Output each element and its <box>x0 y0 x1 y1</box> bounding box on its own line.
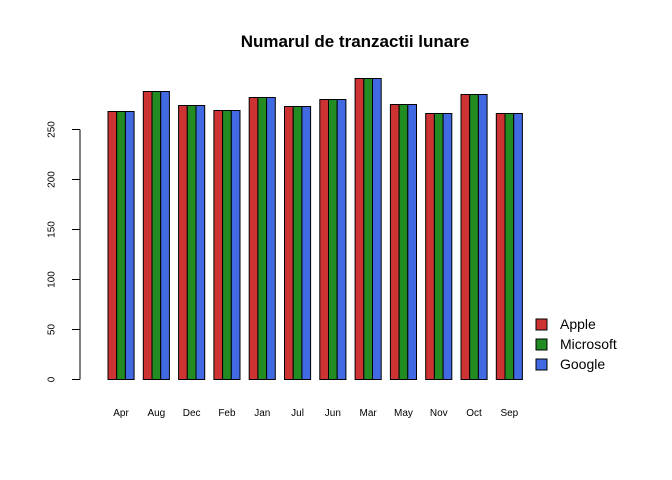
y-axis: 0 50 100 150 200 250 <box>47 121 81 382</box>
bar-google-mar <box>372 78 382 380</box>
bar-apple-aug <box>142 91 153 380</box>
bar-google-feb <box>230 110 241 380</box>
bar-google-nov <box>442 113 453 380</box>
legend-label-apple: Apple <box>560 316 596 332</box>
bar-google-oct <box>477 94 488 380</box>
bar-microsoft-jun <box>328 99 338 380</box>
y-tick-label: 100 <box>47 271 58 288</box>
x-axis-labels: Apr Aug Dec Feb Jan Jul Jun Mar May Nov Oct Sep <box>113 408 518 419</box>
bar-microsoft-feb <box>222 110 232 380</box>
bar-microsoft-oct <box>469 94 479 380</box>
bar-apple-jul <box>284 106 294 380</box>
bar-apple-mar <box>354 78 365 380</box>
chart-title: Numarul de tranzactii lunare <box>241 32 470 51</box>
bar-microsoft-may <box>398 104 409 380</box>
x-tick-label: Feb <box>218 408 236 419</box>
legend-label-microsoft: Microsoft <box>560 336 617 352</box>
bar-microsoft-sep <box>504 113 515 380</box>
bar-microsoft-dec <box>186 105 197 380</box>
bar-google-jul <box>301 106 312 380</box>
bar-google-jun <box>336 99 347 380</box>
legend-swatch-microsoft <box>535 338 548 351</box>
x-tick-label: Nov <box>430 408 448 419</box>
bar-apple-dec <box>178 105 188 380</box>
bar-apple-nov <box>425 113 435 380</box>
bar-apple-sep <box>495 113 506 380</box>
y-tick-label: 250 <box>47 121 58 138</box>
bar-apple-apr <box>107 111 118 380</box>
bar-microsoft-aug <box>151 91 162 380</box>
bars <box>107 78 523 380</box>
bar-microsoft-nov <box>433 113 444 380</box>
x-tick-label: Aug <box>147 408 165 419</box>
bar-microsoft-jul <box>292 106 303 380</box>
x-tick-label: Jun <box>325 408 341 419</box>
y-tick-label: 50 <box>47 324 58 336</box>
x-tick-label: Sep <box>500 408 518 419</box>
bar-apple-oct <box>460 94 471 380</box>
legend-swatch-google <box>535 358 548 371</box>
bar-google-jan <box>266 97 276 380</box>
y-tick-label: 200 <box>47 171 58 188</box>
bar-microsoft-jan <box>257 97 268 380</box>
bar-google-sep <box>513 113 523 380</box>
legend: Apple Microsoft Google <box>535 316 617 372</box>
x-tick-label: Oct <box>466 408 482 419</box>
bar-google-apr <box>124 111 135 380</box>
legend-swatch-apple <box>535 318 548 331</box>
bar-google-dec <box>195 105 206 380</box>
bar-apple-may <box>389 104 400 380</box>
bar-microsoft-mar <box>363 78 373 380</box>
bar-apple-jun <box>319 99 329 380</box>
legend-label-google: Google <box>560 356 605 372</box>
bar-google-aug <box>160 91 170 380</box>
x-tick-label: Jan <box>254 408 270 419</box>
x-tick-label: Dec <box>183 408 201 419</box>
bar-google-may <box>407 104 417 380</box>
x-tick-label: Jul <box>291 408 304 419</box>
bar-apple-feb <box>213 110 224 380</box>
x-tick-label: Apr <box>113 408 129 419</box>
x-tick-label: Mar <box>360 408 378 419</box>
x-tick-label: May <box>394 408 413 419</box>
bar-apple-jan <box>248 97 259 380</box>
y-tick-label: 150 <box>47 221 58 238</box>
bar-microsoft-apr <box>116 111 126 380</box>
y-tick-label: 0 <box>47 376 58 382</box>
